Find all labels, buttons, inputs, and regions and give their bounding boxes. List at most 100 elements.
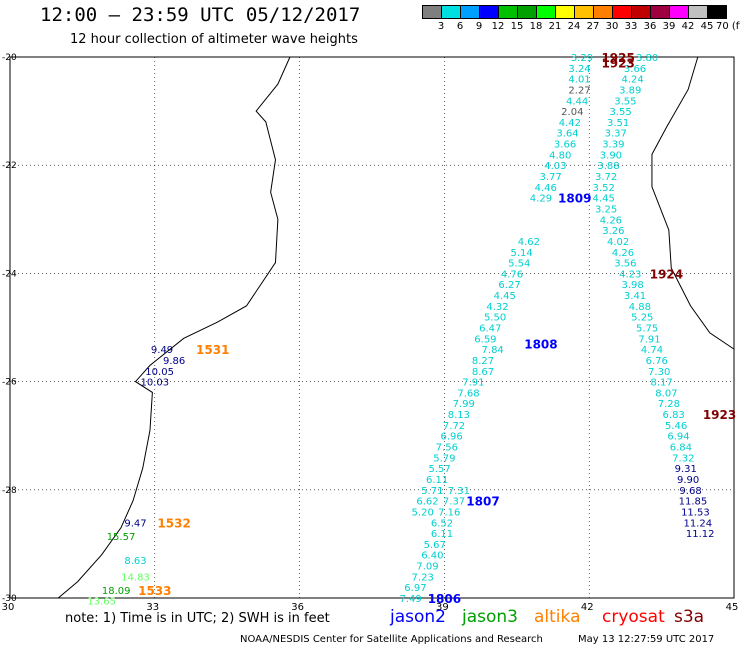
wave-height-value: 5.20 <box>412 507 434 518</box>
wave-height-value: 3.80 <box>636 53 658 64</box>
wave-height-value: 7.72 <box>443 421 465 432</box>
lon-tick-label: 39 <box>436 602 449 613</box>
wave-height-value: 6.97 <box>404 583 426 594</box>
pass-time-label: 1923 <box>601 56 634 70</box>
wave-height-value: 8.67 <box>472 367 494 378</box>
wave-height-value: 3.72 <box>595 172 617 183</box>
wave-height-value: 3.29 <box>571 53 593 64</box>
wave-height-value: 3.39 <box>602 140 624 151</box>
wave-height-value: 6.27 <box>498 280 520 291</box>
wave-height-value: 7.84 <box>482 345 504 356</box>
pass-time-label: 1531 <box>196 343 229 357</box>
wave-height-value: 9.90 <box>677 475 699 486</box>
wave-height-value: 7.91 <box>638 334 660 345</box>
wave-height-value: 4.02 <box>607 237 629 248</box>
legend-s3a: s3a <box>674 607 705 627</box>
scale-label: 18 <box>529 21 543 32</box>
wave-height-value: 6.84 <box>670 443 692 454</box>
wave-height-value: 8.27 <box>472 356 494 367</box>
wave-height-value: 4.32 <box>486 302 508 313</box>
wave-height-value: 8.63 <box>124 556 146 567</box>
wave-height-value: 9.49 <box>151 345 173 356</box>
wave-height-value: 18.09 <box>102 586 131 597</box>
wave-height-value: 4.29 <box>530 194 552 205</box>
wave-height-value: 7.37 <box>443 497 465 508</box>
wave-height-value: 3.52 <box>593 183 615 194</box>
wave-height-value: 15.57 <box>107 532 136 543</box>
wave-height-value: 5.14 <box>510 248 532 259</box>
scale-label: 12 <box>491 21 505 32</box>
pass-time-label: 1924 <box>650 267 683 281</box>
wave-height-value: 3.64 <box>556 129 578 140</box>
scale-label: 6 <box>456 21 464 32</box>
wave-height-value: 11.24 <box>683 518 712 529</box>
wave-height-value: 6.52 <box>431 518 453 529</box>
wave-height-value: 5.46 <box>665 421 687 432</box>
wave-height-value: 4.45 <box>593 194 615 205</box>
wave-height-value: 3.88 <box>597 161 619 172</box>
wave-height-value: 6.83 <box>663 410 685 421</box>
madagascar-coastline <box>651 56 735 350</box>
wave-height-value: 8.07 <box>655 388 677 399</box>
wave-height-value: 5.75 <box>636 324 658 335</box>
wave-height-value: 7.49 <box>399 594 421 605</box>
wave-height-value: 11.53 <box>681 507 710 518</box>
wave-height-value: 10.05 <box>145 367 174 378</box>
wave-height-value: 3.98 <box>622 280 644 291</box>
pass-time-label: 1925 <box>601 51 634 65</box>
wave-height-value: 8.13 <box>448 410 470 421</box>
legend-cryosat: cryosat <box>602 607 665 627</box>
wave-height-value: 3.24 <box>568 64 590 75</box>
map-title: 12:00 – 23:59 UTC 05/12/2017 <box>40 4 361 26</box>
footer-timestamp: May 13 12:27:59 UTC 2017 <box>578 634 715 645</box>
pass-time-label: 1809 <box>558 192 591 206</box>
wave-height-value: 4.03 <box>544 161 566 172</box>
scale-label: 9 <box>475 21 483 32</box>
wave-height-value: 4.45 <box>494 291 516 302</box>
map-frame <box>9 56 735 599</box>
lon-tick-label: 36 <box>291 602 304 613</box>
wave-height-value: 5.25 <box>631 313 653 324</box>
wave-height-value: 4.26 <box>600 215 622 226</box>
wave-height-value: 3.55 <box>614 96 636 107</box>
wave-height-value: 11.85 <box>679 497 708 508</box>
pass-time-label: 1532 <box>157 516 190 530</box>
wave-height-value: 3.66 <box>554 140 576 151</box>
wave-height-value: 4.01 <box>568 75 590 86</box>
scale-label: 70 (ft) <box>716 21 740 32</box>
lon-tick-label: 30 <box>2 602 15 613</box>
wave-height-value: 7.91 <box>462 378 484 389</box>
wave-height-value: 6.40 <box>421 551 443 562</box>
scale-swatch <box>707 5 727 19</box>
wave-height-value: 8.17 <box>650 378 672 389</box>
wave-height-value: 6.47 <box>479 324 501 335</box>
legend-jason2: jason2 <box>390 607 446 627</box>
wave-height-value: 7.99 <box>453 399 475 410</box>
wave-height-value: 6.62 <box>416 497 438 508</box>
note-text: note: 1) Time is in UTC; 2) SWH is in fe… <box>65 611 330 626</box>
lat-tick-label: -24 <box>2 269 17 279</box>
wave-height-value: 6.11 <box>431 529 453 540</box>
scale-label: 21 <box>548 21 562 32</box>
scale-label: 39 <box>662 21 676 32</box>
pass-time-label: 1923 <box>703 408 736 422</box>
wave-height-value: 3.25 <box>595 204 617 215</box>
lon-tick-label: 45 <box>726 602 739 613</box>
wave-height-value: 2.04 <box>561 107 583 118</box>
wave-height-value: 7.32 <box>672 453 694 464</box>
scale-label: 30 <box>605 21 619 32</box>
wave-height-value: 9.86 <box>163 356 185 367</box>
scale-label: 33 <box>624 21 638 32</box>
wave-height-value: 5.54 <box>508 259 530 270</box>
wave-height-value: 7.09 <box>416 562 438 573</box>
wave-height-value: 7.68 <box>457 388 479 399</box>
lon-tick-label: 42 <box>581 602 594 613</box>
wave-height-value: 4.76 <box>501 269 523 280</box>
wave-height-value: 3.77 <box>539 172 561 183</box>
scale-label: 36 <box>643 21 657 32</box>
africa-coastline <box>57 56 291 599</box>
wave-height-value: 4.88 <box>629 302 651 313</box>
wave-height-value: 10.03 <box>140 378 169 389</box>
wave-height-value: 7.23 <box>412 572 434 583</box>
wave-height-value: 5.79 <box>433 453 455 464</box>
